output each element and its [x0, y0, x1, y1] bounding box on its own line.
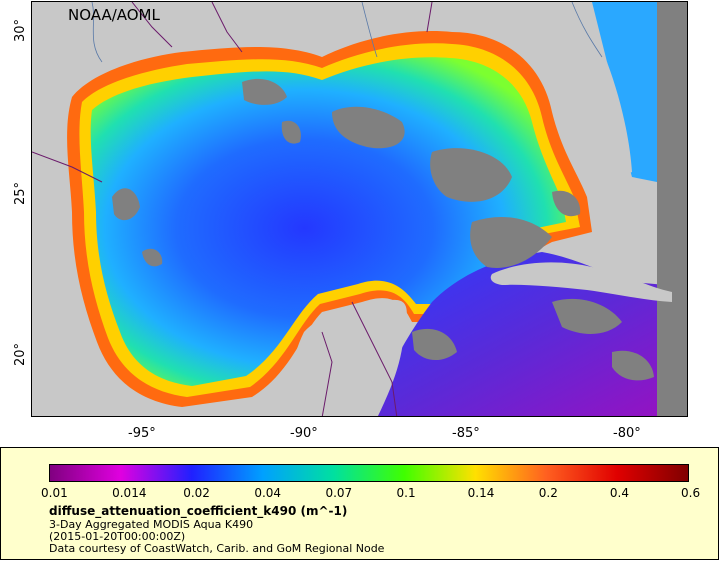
- colorbar: [49, 464, 689, 482]
- borders: [32, 2, 433, 416]
- lon-tick-80: -80°: [613, 426, 641, 441]
- colorbar-tick-label: 0.1: [396, 486, 416, 500]
- colorbar-tick-label: 0.14: [467, 486, 495, 500]
- colorbar-tick-label: 0.4: [609, 486, 629, 500]
- colorbar-tick-label: 0.02: [183, 486, 210, 500]
- map-credit: NOAA/AOML: [68, 6, 160, 24]
- legend-line-3: Data courtesy of CoastWatch, Carib. and …: [49, 542, 385, 555]
- colorbar-tick-label: 0.04: [254, 486, 282, 500]
- colorbar-tick-label: 0.014: [112, 486, 147, 500]
- lat-tick-30: 30°: [13, 18, 28, 42]
- yucatan-land: [282, 299, 407, 416]
- lon-tick-95: -95°: [128, 426, 156, 441]
- no-data-patches: [112, 2, 687, 416]
- atlantic-water: [592, 2, 657, 182]
- legend-panel: diffuse_attenuation_coefficient_k490 (m^…: [0, 447, 719, 560]
- lon-tick-90: -90°: [290, 426, 318, 441]
- rivers: [91, 2, 603, 63]
- colorbar-tick-label: 0.07: [325, 486, 353, 500]
- cuba-land: [490, 262, 672, 302]
- legend-line-1: 3-Day Aggregated MODIS Aqua K490: [49, 518, 254, 531]
- gulf-water: [90, 57, 566, 387]
- lon-tick-85: -85°: [452, 426, 480, 441]
- colorbar-tick-label: 0.01: [41, 486, 68, 500]
- colorbar-tick-label: 0.6: [681, 486, 701, 500]
- map-panel: NOAA/AOML: [31, 1, 688, 417]
- colorbar-tick-label: 0.2: [538, 486, 558, 500]
- legend-title: diffuse_attenuation_coefficient_k490 (m^…: [49, 504, 348, 518]
- lat-tick-20: 20°: [13, 342, 28, 366]
- lat-tick-25: 25°: [13, 181, 28, 205]
- legend-line-2: (2015-01-20T00:00:00Z): [49, 530, 186, 543]
- map-image: [32, 2, 687, 416]
- florida-land: [535, 32, 632, 174]
